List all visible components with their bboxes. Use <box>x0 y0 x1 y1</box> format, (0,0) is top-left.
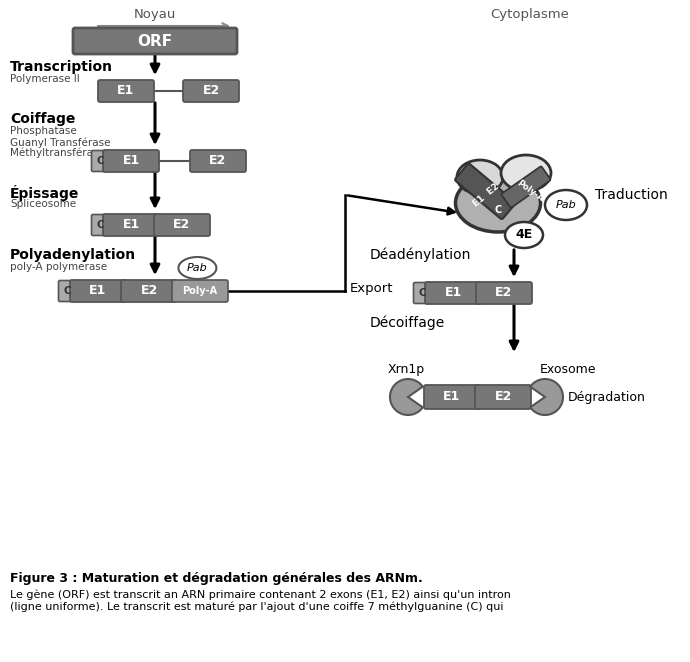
Text: E2: E2 <box>495 287 513 299</box>
Text: C: C <box>63 286 71 296</box>
FancyBboxPatch shape <box>59 281 75 301</box>
Text: E2: E2 <box>140 285 157 297</box>
Text: ORF: ORF <box>137 34 172 48</box>
FancyBboxPatch shape <box>73 28 237 54</box>
Text: E2: E2 <box>173 218 190 232</box>
Text: Polymerase II: Polymerase II <box>10 74 80 84</box>
Text: Figure 3 : Maturation et dégradation générales des ARNm.: Figure 3 : Maturation et dégradation gén… <box>10 572 423 585</box>
Text: C: C <box>96 156 104 166</box>
Text: E1: E1 <box>122 154 139 167</box>
Text: E1: E1 <box>122 218 139 232</box>
Ellipse shape <box>545 190 587 220</box>
Text: Xrn1p: Xrn1p <box>388 363 425 376</box>
Ellipse shape <box>505 222 543 248</box>
Text: Le gène (ORF) est transcrit an ARN primaire contenant 2 exons (E1, E2) ainsi qu': Le gène (ORF) est transcrit an ARN prima… <box>10 590 511 600</box>
Text: Spliceosome: Spliceosome <box>10 199 76 209</box>
Text: Poly-A: Poly-A <box>515 179 545 203</box>
Text: Transcription: Transcription <box>10 60 113 74</box>
Text: C: C <box>494 205 502 215</box>
Text: Poly-A: Poly-A <box>182 286 217 296</box>
Text: E1: E1 <box>444 287 462 299</box>
FancyBboxPatch shape <box>172 280 228 302</box>
Text: Décoiffage: Décoiffage <box>370 316 445 330</box>
Text: Traduction: Traduction <box>595 188 668 202</box>
Text: E2: E2 <box>209 154 226 167</box>
Text: E1: E1 <box>90 285 107 297</box>
Text: Cytoplasme: Cytoplasme <box>491 8 569 21</box>
Text: poly-A polymerase: poly-A polymerase <box>10 262 107 272</box>
Text: Coiffage: Coiffage <box>10 112 75 126</box>
FancyBboxPatch shape <box>154 214 210 236</box>
Text: Dégradation: Dégradation <box>568 391 646 404</box>
Ellipse shape <box>457 160 503 194</box>
Text: Exosome: Exosome <box>540 363 596 376</box>
FancyBboxPatch shape <box>92 214 108 236</box>
Text: Phosphatase: Phosphatase <box>10 126 77 136</box>
FancyBboxPatch shape <box>121 280 177 302</box>
FancyBboxPatch shape <box>424 385 480 409</box>
Ellipse shape <box>179 257 217 279</box>
FancyBboxPatch shape <box>425 282 481 304</box>
FancyBboxPatch shape <box>92 150 108 171</box>
FancyBboxPatch shape <box>190 150 246 172</box>
Wedge shape <box>530 379 563 415</box>
Text: E2: E2 <box>494 391 511 404</box>
Ellipse shape <box>501 155 551 191</box>
FancyBboxPatch shape <box>103 150 159 172</box>
Text: E2: E2 <box>202 85 219 97</box>
Wedge shape <box>390 379 423 415</box>
FancyBboxPatch shape <box>103 214 159 236</box>
Text: Déadénylation: Déadénylation <box>370 248 471 263</box>
Text: Épissage: Épissage <box>10 185 79 201</box>
Text: E1  E2: E1 E2 <box>471 181 501 209</box>
Text: Noyau: Noyau <box>134 8 176 21</box>
FancyBboxPatch shape <box>183 80 239 102</box>
FancyBboxPatch shape <box>475 385 531 409</box>
Text: (ligne uniforme). Le transcrit est maturé par l'ajout d'une coiffe 7 méthylguani: (ligne uniforme). Le transcrit est matur… <box>10 602 504 612</box>
Text: Guanyl Transférase: Guanyl Transférase <box>10 137 110 148</box>
Text: Méthyltransférase: Méthyltransférase <box>10 148 105 158</box>
FancyBboxPatch shape <box>98 80 154 102</box>
Text: E1: E1 <box>117 85 135 97</box>
FancyBboxPatch shape <box>476 282 532 304</box>
Text: Pab: Pab <box>187 263 208 273</box>
FancyBboxPatch shape <box>413 283 431 303</box>
Ellipse shape <box>455 174 540 232</box>
FancyBboxPatch shape <box>70 280 126 302</box>
Text: Pab: Pab <box>555 200 576 210</box>
Text: E1: E1 <box>444 391 461 404</box>
Text: Export: Export <box>350 282 393 295</box>
Text: 4E: 4E <box>515 228 533 242</box>
FancyBboxPatch shape <box>502 166 551 207</box>
FancyBboxPatch shape <box>455 164 515 219</box>
Text: C: C <box>418 288 426 298</box>
Text: Polyadenylation: Polyadenylation <box>10 248 136 262</box>
Text: C: C <box>96 220 104 230</box>
